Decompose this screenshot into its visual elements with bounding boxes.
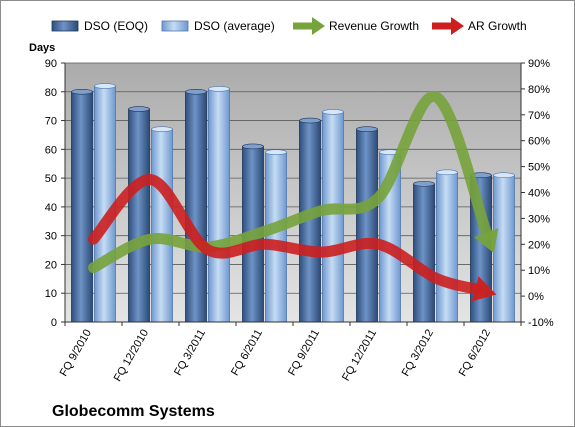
bar-dso-average-: [436, 171, 458, 323]
bar-cap: [185, 88, 207, 95]
bar-dso-eoq-: [413, 183, 435, 323]
chart-caption: Globecomm Systems: [52, 403, 215, 420]
y2-tick-label: 20%: [528, 239, 550, 251]
legend-arrow: [312, 17, 325, 35]
y-tick-label: 10: [45, 288, 57, 300]
y-tick-label: 70: [45, 116, 57, 128]
bar-dso-average-: [493, 174, 515, 323]
y2-tick-label: 80%: [528, 84, 550, 96]
line-revenue-growth: [88, 91, 493, 274]
arrowhead-revenue-growth: [474, 228, 499, 254]
bar-dso-eoq-: [356, 128, 378, 323]
legend-arrow: [451, 17, 464, 35]
y2-tick-label: 30%: [528, 213, 550, 225]
y-tick-label: 20: [45, 259, 57, 271]
bar-cap: [208, 86, 230, 92]
bar-cap: [436, 169, 458, 176]
legend-swatch: [161, 20, 189, 32]
trend-lines: [88, 91, 499, 302]
y-tick-label: 0: [51, 317, 57, 329]
legend-swatch: [51, 20, 79, 32]
y2-tick-label: 50%: [528, 162, 550, 174]
bar-dso-average-: [208, 88, 230, 323]
bar-cap: [493, 172, 515, 179]
legend-label: DSO (average): [194, 19, 275, 33]
y-tick-label: 80: [45, 87, 57, 99]
bar-dso-average-: [265, 151, 287, 323]
y-tick-label: 40: [45, 202, 57, 214]
bar-cap: [242, 143, 264, 150]
bar-dso-eoq-: [128, 108, 150, 323]
y2-tick-label: 90%: [528, 58, 550, 70]
y-tick-label: 50: [45, 173, 57, 185]
legend-label: Revenue Growth: [329, 19, 419, 33]
arrowhead-ar-growth: [471, 276, 497, 302]
legend-label: AR Growth: [468, 19, 527, 33]
y2-tick-label: 40%: [528, 188, 550, 200]
legend: DSO (EOQ) DSO (average) Revenue Growth AR G…: [51, 17, 527, 35]
y2-tick-label: 70%: [528, 110, 550, 122]
y2-tick-label: 10%: [528, 265, 550, 277]
bar-cap: [299, 117, 321, 124]
bar-cap: [322, 109, 344, 115]
y-tick-label: 60: [45, 144, 57, 156]
bar-dso-eoq-: [185, 91, 207, 323]
y2-tick-label: 0%: [528, 291, 544, 303]
y-tick-label: 30: [45, 231, 57, 243]
bar-dso-average-: [322, 111, 344, 323]
bar-dso-eoq-: [71, 91, 93, 323]
bar-cap: [151, 126, 173, 132]
bar-cap: [71, 88, 93, 95]
y-tick-label: 90: [45, 58, 57, 70]
y-axis-title: Days: [29, 42, 55, 54]
bar-cap: [128, 106, 150, 112]
bar-cap: [94, 83, 116, 89]
bar-dso-average-: [151, 128, 173, 323]
bar-cap: [356, 126, 378, 132]
bar-cap: [265, 149, 287, 156]
y2-tick-label: -10%: [528, 317, 554, 329]
bar-cap: [413, 181, 435, 187]
y2-tick-label: 60%: [528, 136, 550, 148]
line-ar-growth: [88, 174, 483, 295]
legend-label: DSO (EOQ): [84, 19, 148, 33]
